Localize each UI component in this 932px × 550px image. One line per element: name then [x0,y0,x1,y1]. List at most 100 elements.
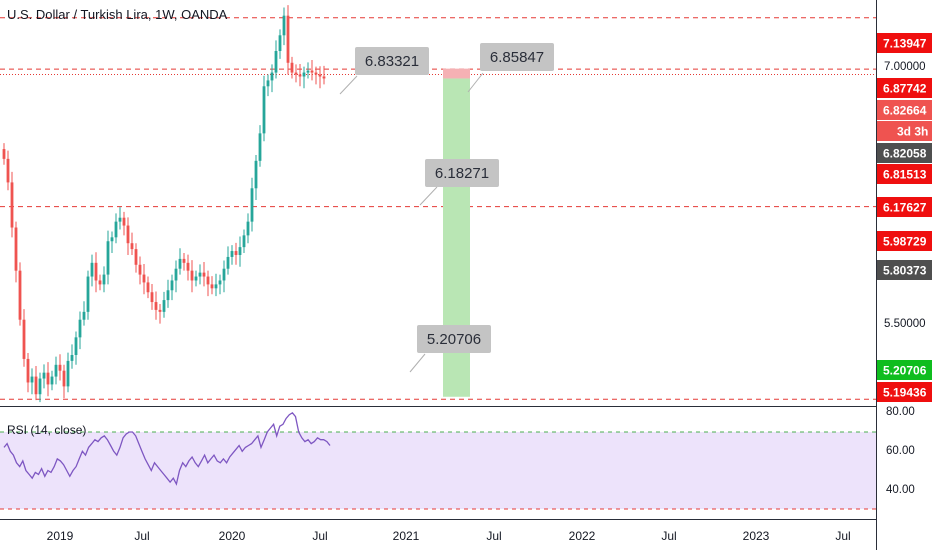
callout-pointer [467,72,484,93]
candle-body [278,35,282,51]
candle-body [258,133,262,161]
callout-label: 6.18271 [435,165,489,182]
candle-body [174,268,178,281]
rsi-tick-label: 40.00 [886,484,915,496]
callout-5-20706[interactable]: 5.20706 [409,325,491,373]
candle-body [114,221,118,238]
price-label-text: 5.19436 [883,386,927,400]
candle-body [38,378,42,395]
price-label[interactable]: 6.82664 [877,100,932,120]
candle-body [186,262,190,271]
x-tick-label: 2019 [47,529,74,543]
candle-body [90,262,94,277]
candle-body [242,235,246,248]
candle-body [122,217,126,226]
price-label[interactable]: 6.87742 [877,78,932,98]
time-axis[interactable]: 2019 Jul 2020 Jul 2021 Jul 2022 Jul 2023 Jul [47,529,851,543]
price-label-bg [877,100,932,120]
price-label[interactable]: 3d 3h [877,121,932,141]
candle-body [6,158,10,183]
candle-body [226,256,230,269]
candle-body [302,72,306,77]
x-tick-label: 2020 [219,529,246,543]
callout-label: 6.85847 [490,49,544,66]
candle-body [138,264,142,275]
x-tick-label: 2022 [569,529,596,543]
callout-6-83321[interactable]: 6.83321 [339,47,429,95]
callout-label: 5.20706 [427,331,481,348]
candle-body [322,76,326,79]
price-label-text: 6.81513 [883,168,927,182]
candle-body [74,337,78,356]
callout-box [425,159,499,187]
candle-body [282,15,286,36]
candle-body [298,74,302,77]
price-label[interactable]: 6.81513 [877,164,932,184]
price-label-text: 5.98729 [883,235,927,249]
projection-top-band[interactable] [443,68,470,79]
candles [2,5,326,403]
candle-body [190,270,194,281]
candle-body [310,70,314,73]
candle-body [274,50,278,73]
price-label[interactable]: 6.17627 [877,197,932,217]
candle-body [98,280,102,285]
candle-body [162,300,166,312]
price-label[interactable]: 5.80373 [877,260,932,280]
candle-body [18,270,22,320]
x-tick-label: Jul [134,529,149,543]
candle-body [126,225,130,244]
callout-6-18271[interactable]: 6.18271 [419,159,499,206]
candle-body [30,376,34,383]
price-label[interactable]: 5.19436 [877,382,932,402]
candle-body [10,182,14,228]
y-tick-label: 7.00000 [884,61,926,73]
price-label-text: 6.82058 [883,147,927,161]
rsi-line [3,411,331,486]
horizontal-levels [0,17,876,400]
candle-body [234,251,238,255]
candle-body [290,62,294,73]
candle-body [70,355,74,361]
rsi-tick-label: 60.00 [886,445,915,457]
candle-body [66,360,70,387]
candle-body [54,364,58,377]
candle-body [286,15,290,63]
candle-body [158,309,162,312]
x-tick-label: Jul [661,529,676,543]
callout-box [417,325,491,353]
price-label-text: 5.20706 [883,364,927,378]
x-tick-label: Jul [486,529,501,543]
candle-body [170,280,174,291]
price-label[interactable]: 6.82058 [877,143,932,163]
candle-body [102,274,106,285]
candle-body [110,237,114,242]
candle-body [50,376,54,385]
candle-body [86,276,90,312]
candle-body [178,258,182,269]
candle-body [182,258,186,263]
candle-body [214,284,218,289]
candle-body [58,364,62,371]
x-tick-label: 2023 [743,529,770,543]
candle-body [34,376,38,395]
price-label-text: 6.17627 [883,201,927,215]
candle-body [238,247,242,255]
price-label-text: 7.13947 [883,37,927,51]
price-label[interactable]: 7.13947 [877,33,932,53]
callout-6-85847[interactable]: 6.85847 [467,43,554,93]
price-label[interactable]: 5.20706 [877,360,932,380]
candle-body [246,221,250,236]
candle-body [218,280,222,285]
callout-box [355,47,429,75]
candle-body [62,370,66,387]
candle-body [14,227,18,271]
price-label-bg [877,197,932,217]
candle-body [262,86,266,134]
candle-body [250,188,254,222]
candle-body [166,290,170,301]
candle-body [318,74,322,77]
price-label[interactable]: 5.98729 [877,231,932,251]
price-label-bg [877,260,932,280]
